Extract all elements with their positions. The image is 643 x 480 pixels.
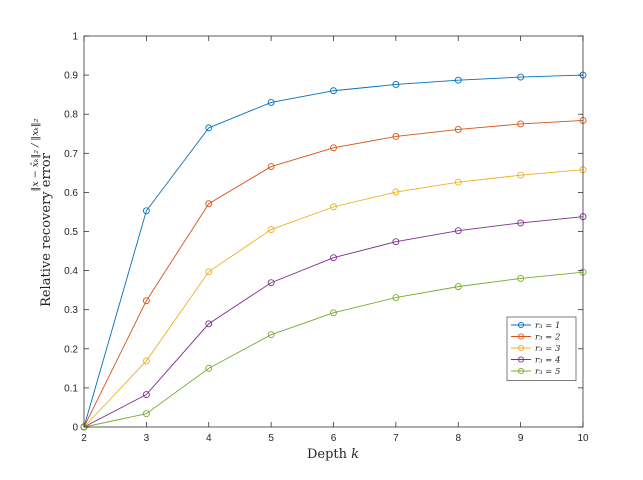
series-3-line bbox=[83, 169, 584, 428]
series-2-line bbox=[83, 120, 584, 428]
series-5-line bbox=[83, 271, 584, 428]
legend-marker-5 bbox=[517, 367, 525, 375]
x-tick-label-5: 6 bbox=[331, 433, 337, 444]
series-5 bbox=[80, 268, 587, 431]
series-1-point-5 bbox=[330, 87, 337, 95]
y-tick-label-6: 0.5 bbox=[64, 227, 78, 238]
series-4-point-6 bbox=[392, 238, 400, 246]
y-tick-label-4: 0.3 bbox=[64, 305, 78, 316]
legend-label-2: r₃ = 2 bbox=[535, 333, 560, 343]
x-tick-label-8: 9 bbox=[518, 433, 524, 444]
y-tick-label-5: 0.4 bbox=[64, 266, 78, 277]
series-4-point-8 bbox=[517, 219, 525, 227]
series-5-point-8 bbox=[517, 274, 525, 282]
series-3-point-6 bbox=[392, 188, 400, 196]
legend-label-4: r₃ = 4 bbox=[535, 356, 560, 366]
series-4 bbox=[80, 213, 587, 431]
legend-entry-4: r₃ = 4 bbox=[511, 356, 560, 366]
y-tick-label-2: 0.1 bbox=[64, 383, 78, 394]
y-tick-label-7: 0.6 bbox=[64, 188, 78, 199]
series-3-point-2 bbox=[142, 357, 150, 365]
series-1-line bbox=[83, 74, 584, 428]
series-3-point-5 bbox=[330, 203, 337, 211]
series-3-point-3 bbox=[205, 268, 213, 276]
series-2-point-5 bbox=[330, 144, 337, 152]
legend: r₃ = 1 r₃ = 2r₃ = 3 r₃ = 4r₃ = 5 bbox=[506, 316, 577, 381]
legend-marker-2 bbox=[517, 333, 525, 340]
series-4-point-7 bbox=[454, 227, 462, 235]
series-5-point-4 bbox=[267, 331, 275, 339]
legend-marker-3 bbox=[517, 344, 525, 352]
series-1-point-4 bbox=[267, 99, 275, 106]
axes-layer: 2 3 4 5 6 7 8 9 10 0 0.1 0.2 0.3 0.4 0.5 0.6 0.7 0.8 0.9 1 bbox=[64, 32, 589, 445]
x-tick-label-6: 7 bbox=[393, 433, 399, 444]
y-tick-label-3: 0.2 bbox=[64, 344, 78, 355]
series-1-point-3 bbox=[205, 124, 213, 132]
series-2-point-2 bbox=[142, 297, 150, 305]
series-5-point-3 bbox=[205, 364, 213, 372]
legend-entry-5: r₃ = 5 bbox=[511, 367, 560, 377]
plot-area bbox=[84, 36, 583, 427]
y-axis-formula-text: ‖x − x̂ₖ‖₂ / ‖xₖ‖₂ bbox=[30, 118, 41, 191]
y-tick-label-8: 0.7 bbox=[64, 149, 78, 160]
series-4-point-4 bbox=[267, 279, 275, 287]
series-3-point-8 bbox=[517, 171, 525, 179]
series-3-point-4 bbox=[267, 226, 275, 233]
series-layer bbox=[80, 71, 587, 431]
x-tick-label-7: 8 bbox=[455, 433, 461, 444]
series-1-point-7 bbox=[454, 76, 462, 84]
series-5-point-7 bbox=[454, 283, 462, 291]
series-2-point-3 bbox=[205, 200, 213, 208]
series-2-point-6 bbox=[392, 133, 400, 140]
series-4-line bbox=[83, 216, 584, 428]
plot-background bbox=[84, 36, 583, 427]
y-tick-label-11: 1 bbox=[72, 32, 78, 43]
legend-label-1: r₃ = 1 bbox=[535, 321, 560, 331]
y-axis-label: Relative recovery error bbox=[39, 152, 54, 307]
series-2-point-4 bbox=[267, 163, 275, 171]
y-tick-label-1: 0 bbox=[72, 423, 78, 434]
x-axis-label: Depth k bbox=[307, 447, 359, 462]
series-5-point-2 bbox=[142, 410, 150, 418]
x-tick-label-3: 4 bbox=[206, 433, 212, 444]
series-2-point-7 bbox=[454, 125, 462, 133]
series-1-point-6 bbox=[392, 81, 400, 88]
x-tick-label-2: 3 bbox=[144, 433, 150, 444]
legend-marker-4 bbox=[517, 356, 525, 363]
legend-entry-1: r₃ = 1 bbox=[511, 321, 560, 331]
x-tick-label-1: 2 bbox=[81, 433, 87, 444]
series-1-point-8 bbox=[517, 73, 525, 81]
legend-label-5: r₃ = 5 bbox=[535, 367, 560, 377]
legend-entry-3: r₃ = 3 bbox=[511, 344, 560, 354]
x-tick-label-4: 5 bbox=[268, 433, 274, 444]
y-tick-label-9: 0.8 bbox=[64, 110, 78, 121]
legend-entry-2: r₃ = 2 bbox=[511, 333, 560, 343]
series-4-point-2 bbox=[142, 391, 150, 398]
y-axis-formula: ‖x − x̂ₖ‖₂ / ‖xₖ‖₂ bbox=[30, 118, 41, 191]
series-5-point-6 bbox=[392, 294, 400, 302]
legend-label-3: r₃ = 3 bbox=[535, 344, 560, 354]
y-axis-label-text: Relative recovery error bbox=[39, 152, 54, 307]
x-axis-label-text: Depth bbox=[307, 447, 351, 462]
x-axis-label-var: k bbox=[351, 447, 359, 462]
series-1-point-2 bbox=[142, 207, 150, 215]
y-tick-label-10: 0.9 bbox=[64, 71, 78, 82]
series-4-point-3 bbox=[205, 320, 213, 328]
series-2-point-8 bbox=[517, 120, 525, 128]
x-tick-label-9: 10 bbox=[577, 433, 589, 444]
series-4-point-5 bbox=[330, 254, 337, 262]
series-5-point-5 bbox=[330, 309, 337, 317]
series-3-point-7 bbox=[454, 178, 462, 186]
legend-marker-1 bbox=[517, 321, 525, 329]
